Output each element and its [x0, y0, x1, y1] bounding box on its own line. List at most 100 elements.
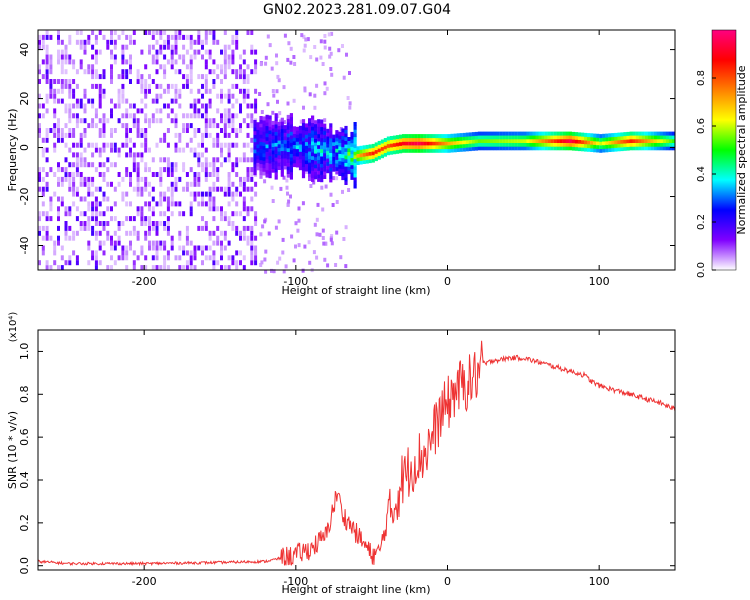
spectrogram-ridge-cell — [453, 140, 457, 145]
spectrogram-cell — [94, 211, 98, 217]
spectrogram-ridge-cell — [577, 147, 582, 152]
spectrogram-cell — [189, 265, 193, 271]
spectrogram-cell — [212, 250, 216, 256]
spectrogram-ridge-cell — [341, 132, 345, 136]
spectrogram-cell — [208, 88, 212, 94]
spectrogram-ridge-cell — [280, 154, 284, 159]
spectrogram-cell — [136, 108, 140, 114]
spectrogram-cell — [246, 132, 250, 138]
spectrogram-cell — [148, 221, 151, 226]
spectrogram-ridge-cell — [289, 127, 293, 132]
spectrogram-ridge-cell — [511, 131, 515, 136]
spectrogram-cell — [227, 88, 231, 94]
spectrogram-ridge-cell — [605, 140, 609, 145]
spectrogram-cell — [163, 167, 167, 173]
spectrogram-cell — [102, 250, 106, 256]
spectrogram-ridge-cell — [256, 129, 260, 134]
spectrogram-ridge-cell — [289, 124, 293, 129]
spectrogram-ridge-cell — [532, 135, 536, 140]
spectrogram-cell — [254, 255, 258, 261]
spectrogram-ridge-cell — [465, 132, 469, 137]
spectrogram-ridge-cell — [593, 133, 597, 138]
spectrogram-ridge-cell — [317, 177, 321, 182]
spectrogram-ridge-cell — [301, 144, 306, 149]
spectrogram-cell — [79, 137, 83, 143]
spectrogram-ridge-cell — [462, 140, 466, 145]
spectrogram-ridge-cell — [320, 156, 324, 161]
spectrogram-cell — [144, 93, 148, 99]
spectrogram-ridge-cell — [253, 138, 257, 143]
spectrogram-ridge-cell — [329, 167, 333, 172]
spectrogram-ridge-cell — [304, 130, 309, 135]
spectrogram-cell — [106, 235, 110, 241]
spectrogram-ridge-cell — [468, 147, 472, 152]
spectrogram-ridge-cell — [641, 146, 645, 151]
spectrogram-ridge-cell — [374, 146, 378, 151]
spectrogram-ridge-cell — [668, 135, 673, 140]
spectrogram-ridge-cell — [529, 131, 533, 136]
spectrogram-ridge-cell — [329, 149, 333, 153]
spectrogram-cell — [136, 206, 140, 212]
spectrogram-ridge-cell — [647, 135, 651, 140]
spectrogram-ridge-cell — [599, 141, 603, 146]
spectrogram-ridge-cell — [271, 146, 275, 151]
spectrogram-cell — [106, 157, 110, 163]
spectrogram-cell — [144, 186, 148, 192]
spectrogram-ridge-cell — [380, 154, 384, 159]
spectrogram-cell — [227, 191, 231, 197]
spectrogram-cell — [64, 167, 68, 173]
spectrogram-cell — [144, 167, 148, 173]
spectrogram-cell — [208, 98, 212, 104]
spectrogram-cell — [242, 196, 246, 202]
spectrogram-cell — [155, 59, 159, 65]
spectrogram-ridge-cell — [292, 152, 296, 157]
spectrogram-cell — [148, 30, 151, 35]
spectrogram-ridge-cell — [374, 149, 378, 154]
spectrogram-ridge-cell — [256, 125, 260, 130]
spectrogram-cell — [282, 175, 286, 180]
spectrogram-cell — [185, 235, 189, 241]
spectrogram-cell — [151, 255, 155, 261]
spectrogram-ridge-cell — [311, 119, 315, 124]
spectrogram-ridge-cell — [447, 137, 451, 142]
spectrogram-cell — [83, 211, 87, 217]
spectrogram-cell — [223, 49, 227, 55]
spectrogram-ridge-cell — [268, 144, 272, 149]
spectrogram-cell — [227, 132, 231, 138]
spectrogram-ridge-cell — [362, 149, 366, 153]
spectrogram-cell — [83, 103, 87, 109]
spectrogram-cell — [204, 39, 208, 45]
spectrogram-ridge-cell — [323, 156, 327, 161]
spectrogram-ridge-cell — [347, 151, 351, 156]
spectrogram-cell — [45, 147, 49, 153]
spectrogram-cell — [323, 257, 327, 262]
spectrogram-ridge-cell — [356, 161, 360, 165]
spectrogram-cell — [60, 176, 64, 182]
spectrogram-cell — [110, 265, 113, 271]
spectrogram-cell — [155, 250, 159, 256]
spectrogram-ridge-cell — [405, 137, 409, 142]
spectrogram-ridge-cell — [590, 137, 594, 141]
spectrogram-ridge-cell — [565, 146, 569, 151]
spectrogram-cell — [302, 34, 306, 39]
spectrogram-cell — [276, 260, 280, 265]
spectrogram-cell — [239, 54, 242, 60]
spectrogram-ridge-cell — [553, 131, 557, 136]
spectrogram-cell — [72, 250, 76, 256]
spectrogram-cell — [231, 34, 235, 40]
spectrogram-cell — [155, 230, 159, 236]
spectrogram-ridge-cell — [395, 135, 400, 140]
spectrogram-cell — [94, 59, 98, 65]
spectrogram-cell — [193, 54, 197, 60]
spectrogram-cell — [166, 59, 170, 65]
spectrogram-cell — [45, 230, 49, 236]
spectrogram-cell — [60, 132, 64, 138]
spectrogram-ridge-cell — [320, 141, 324, 146]
spectrogram-cell — [125, 172, 129, 177]
spectrogram-ridge-cell — [280, 139, 284, 144]
spectrogram-cell — [197, 49, 201, 55]
spectrogram-cell — [250, 225, 254, 231]
spectrogram-cell — [296, 228, 300, 233]
spectrogram-cell — [83, 157, 87, 163]
spectrogram-cell — [57, 49, 60, 55]
